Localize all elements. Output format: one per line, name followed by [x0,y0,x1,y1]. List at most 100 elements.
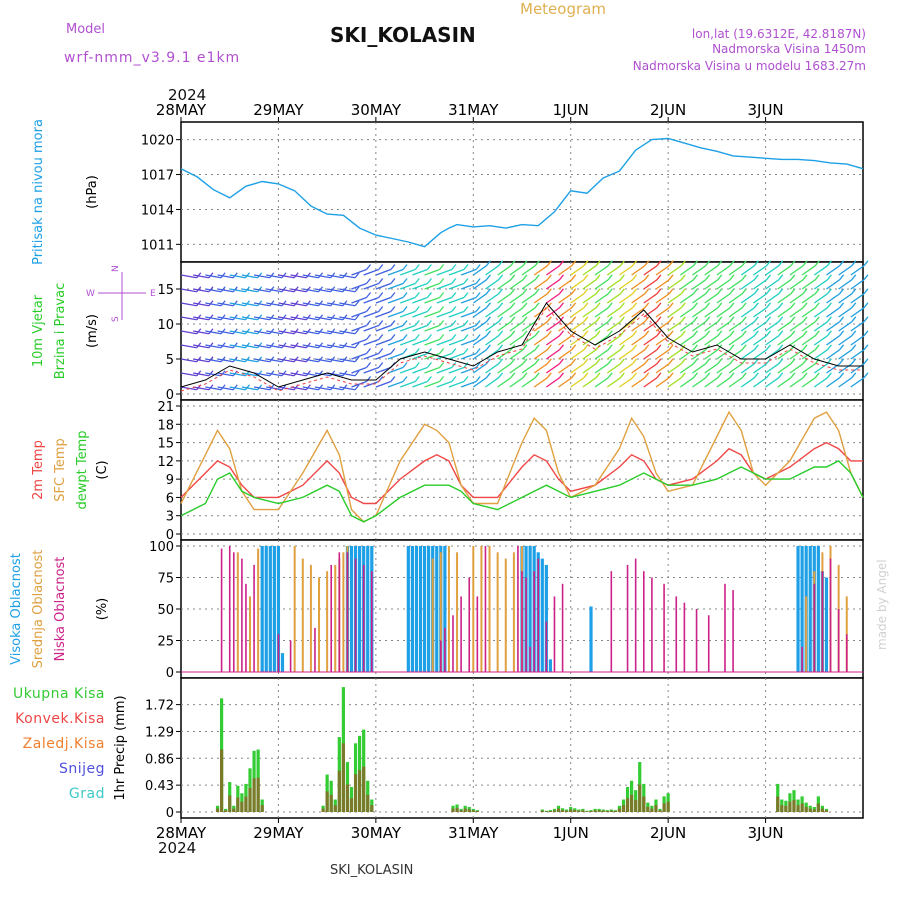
wind-barb-flag [571,302,577,309]
wind-barb-flag [656,358,662,365]
wind-barb-flag [414,362,420,368]
wind-barb [217,302,234,307]
wind-barb [205,316,222,321]
wind-barb-flag [644,274,650,281]
wind-barb [753,293,767,304]
wind-barb [412,366,428,374]
wind-barb-flag [281,272,287,279]
wind-barb [509,377,524,388]
cloud-bar [277,634,280,672]
cloud-bar [525,577,527,672]
wind-barb-flag [281,314,287,321]
credit-text: made by Angel [875,559,889,650]
wind-barb [813,363,828,374]
wind-barb [436,352,453,360]
wind-barb [545,307,560,318]
wind-barb [497,307,512,318]
wind-barb-flag [451,306,457,312]
wind-barb [728,377,743,388]
wind-barb-flag [281,300,287,307]
wind-barb-flag [571,274,577,281]
wind-barb [740,293,755,304]
wind-barb [314,302,331,307]
wind-barb-flag [244,328,250,335]
model-label: Model [66,22,105,37]
wind-barb [582,377,597,388]
wind-barb [327,344,344,349]
wind-barb [570,265,585,276]
wind-barb-flag [510,316,516,323]
model-altitude-text: Nadmorska Visina u modelu 1683.27m [633,59,866,73]
wind-barb-flag [330,342,336,349]
wind-barb-flag [196,314,202,321]
x-tick-label-bottom: 3JUN [747,824,783,842]
wind-barb-flag [232,384,238,391]
wind-barb [472,349,487,360]
wind-barb [728,265,743,276]
wind-barb [777,279,792,290]
wind-barb-flag [741,358,747,365]
wind-barb [485,321,499,332]
wind-barb [606,279,621,290]
wind-barb [351,310,367,318]
wind-barb-flag [851,372,857,379]
wind-barb-flag [534,330,540,337]
wind-barb-flag [498,316,504,323]
wind-barb-flag [510,330,516,337]
y-axis-label: (%) [95,598,110,621]
wind-barb [193,386,210,391]
wind-barb-flag [402,362,408,368]
wind-barb [667,279,682,290]
wind-barb [485,307,499,318]
wind-barb-flag [644,372,650,379]
wind-barb [460,310,477,318]
wind-barb-flag [778,372,784,379]
wind-barb-flag [680,260,686,267]
wind-barb-flag [863,288,869,295]
wind-barb-flag [281,286,287,293]
wind-barb [655,363,670,374]
wind-barb [302,302,319,307]
wind-barb [253,330,270,335]
wind-barb [314,288,331,293]
conv-precip-bar [654,805,658,812]
wind-barb [582,265,597,276]
x-tick-label-top: 3JUN [747,101,783,119]
wind-barb-flag [485,330,491,337]
wind-barb [229,386,246,391]
wind-barb-flag [619,372,625,379]
wind-barb-flag [607,302,613,309]
wind-barb [436,366,453,374]
wind-barb-flag [765,316,772,323]
wind-barb-flag [390,348,396,354]
cloud-bar [472,546,475,672]
wind-barb-flag [378,320,384,326]
cloud-bar [264,546,268,672]
wind-barb [801,307,816,318]
wind-barb [485,293,499,304]
wind-barb [606,363,621,374]
wind-barb-flag [522,344,528,351]
wind-barb [205,288,222,293]
wind-barb [643,321,658,332]
conv-precip-bar [552,810,557,812]
cloud-bar [435,546,439,672]
wind-barb-flag [644,260,650,267]
cloud-bar [529,646,531,672]
wind-barb-flag [451,264,457,270]
wind-barb-flag [366,334,372,340]
wind-barb [217,288,234,293]
wind-barb-flag [318,342,324,349]
wind-barb-flag [765,302,772,309]
wind-barb-flag [583,358,589,365]
wind-barb-flag [366,376,372,382]
y-axis-label: (C) [95,460,110,479]
wind-barb [655,321,670,332]
wind-barb-flag [644,302,650,309]
cloud-bar [675,596,678,672]
wind-barb-flag [220,272,226,279]
wind-barb-flag [354,328,360,335]
wind-barb-flag [558,274,564,281]
wind-barb-flag [414,334,420,340]
wind-barb-flag [571,316,577,323]
